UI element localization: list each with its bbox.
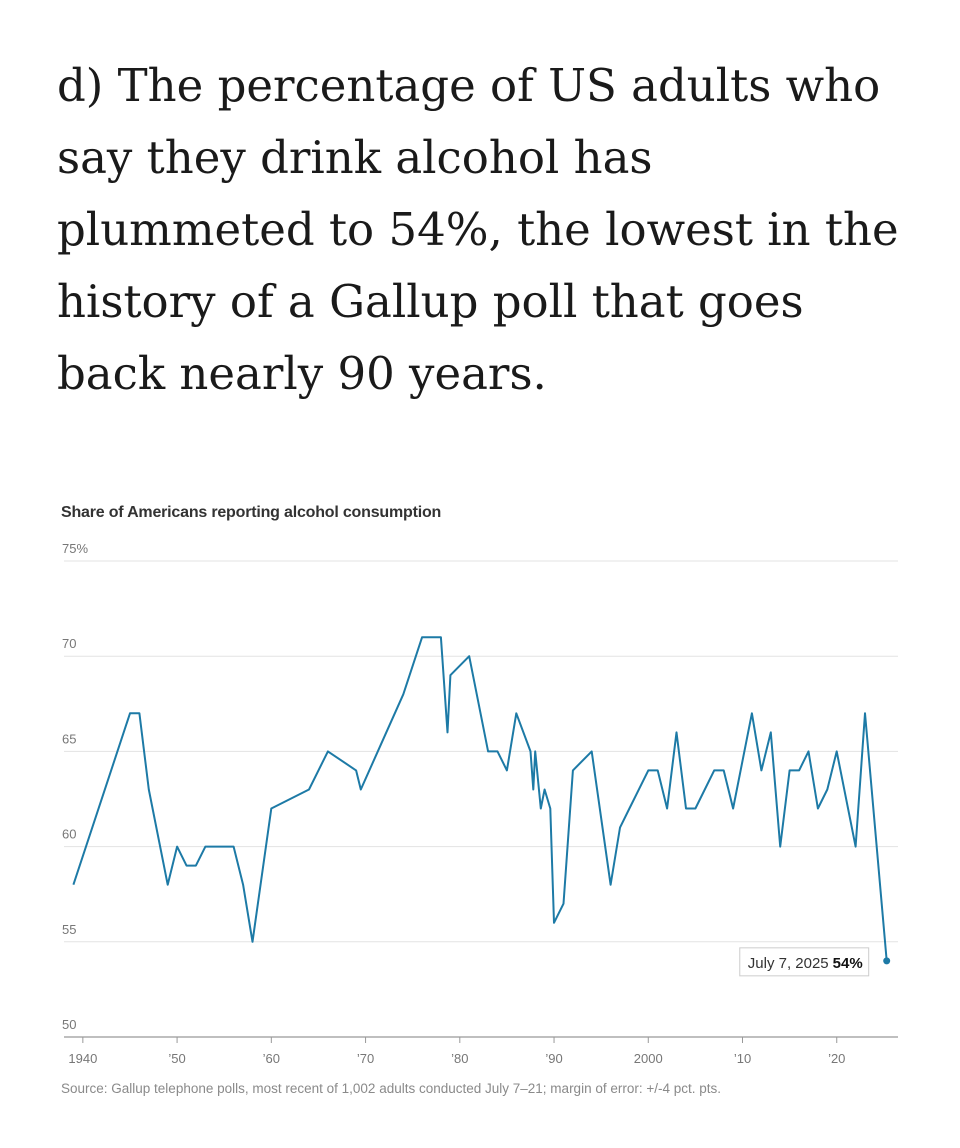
x-tick-label: ’50 — [168, 1051, 185, 1066]
chart-title: Share of Americans reporting alcohol con… — [61, 504, 442, 521]
y-axis-ticks: 75% 70 65 60 55 50 — [62, 541, 88, 1032]
y-tick-label: 50 — [62, 1017, 76, 1032]
x-tick-label: ’10 — [734, 1051, 751, 1066]
y-tick-label: 70 — [62, 636, 76, 651]
x-tick-label: 1940 — [68, 1051, 97, 1066]
latest-data-point — [883, 957, 891, 965]
tooltip-box — [739, 947, 870, 977]
y-tick-label: 60 — [62, 827, 76, 842]
tooltip-date: July 7, 2025 — [748, 955, 829, 972]
y-tick-label: 75% — [62, 541, 88, 556]
y-tick-label: 55 — [62, 922, 76, 937]
chart-source: Source: Gallup telephone polls, most rec… — [61, 1081, 721, 1096]
x-tick-label: ’90 — [545, 1051, 562, 1066]
x-tick-label: ’20 — [828, 1051, 845, 1066]
x-tick-label: 2000 — [634, 1051, 663, 1066]
y-tick-label: 65 — [62, 731, 76, 746]
x-tick-label: ’70 — [357, 1051, 374, 1066]
value-tooltip: July 7, 2025 54% — [739, 947, 870, 977]
x-tick-label: ’60 — [263, 1051, 280, 1066]
tooltip-value: 54% — [833, 955, 863, 972]
x-axis-ticks: 1940 ’50 ’60 ’70 ’80 ’90 2000 ’10 ’20 — [68, 1037, 845, 1066]
series-line — [72, 636, 888, 961]
x-tick-label: ’80 — [451, 1051, 468, 1066]
headline: d) The percentage of US adults who say t… — [57, 59, 899, 400]
